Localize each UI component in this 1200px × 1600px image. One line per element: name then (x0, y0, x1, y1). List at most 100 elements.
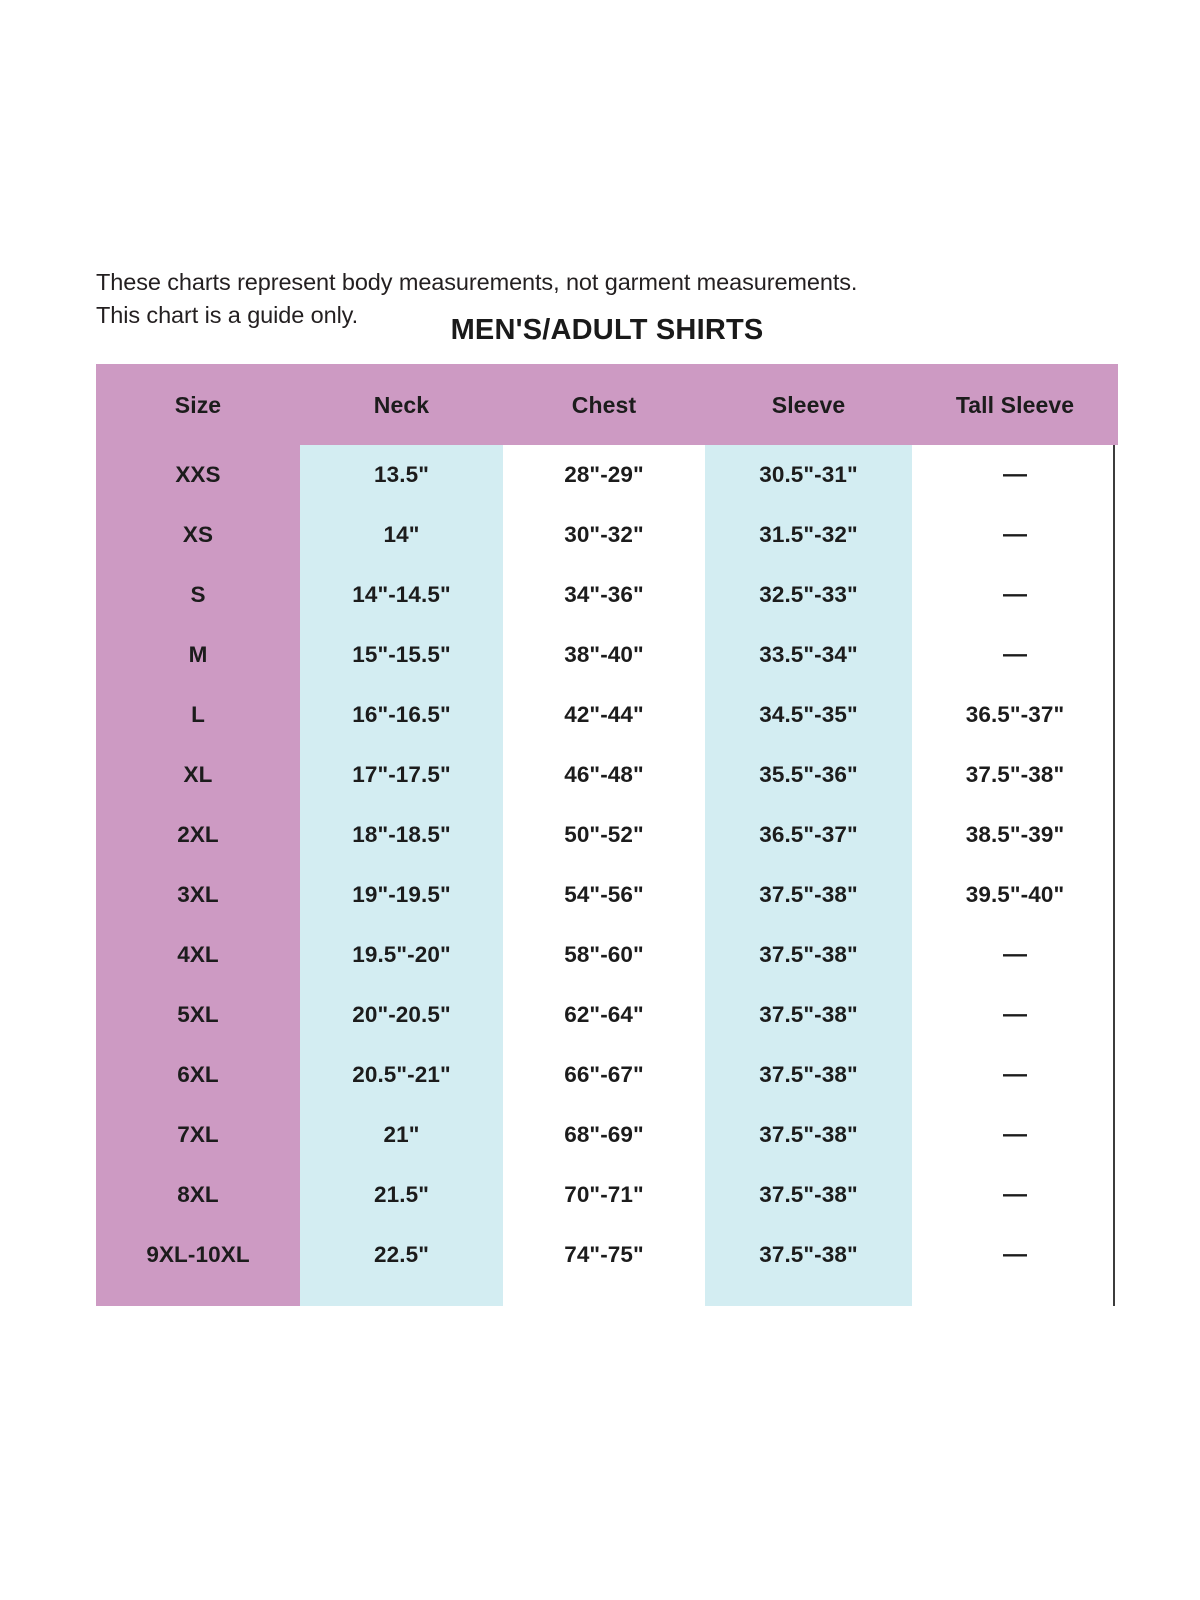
cell-tall-sleeve: — (1002, 1181, 1028, 1208)
cell-size: 4XL (177, 942, 219, 967)
cell-chest: 38"-40" (564, 642, 644, 667)
table-row: 5XL 20"-20.5" 62"-64" 37.5"-38" — (96, 985, 1118, 1045)
column-header-tall-sleeve: Tall Sleeve (955, 392, 1075, 418)
cell-chest: 30"-32" (564, 522, 644, 547)
cell-sleeve: 33.5"-34" (759, 642, 858, 667)
cell-chest: 50"-52" (564, 822, 644, 847)
table-row: XS 14" 30"-32" 31.5"-32" — (96, 505, 1118, 565)
table-row: L 16"-16.5" 42"-44" 34.5"-35" 36.5"-37" (96, 685, 1118, 745)
cell-sleeve: 30.5"-31" (759, 462, 858, 487)
cell-chest: 74"-75" (564, 1242, 644, 1267)
cell-size: 7XL (177, 1122, 219, 1147)
cell-tall-sleeve: — (1002, 1001, 1028, 1028)
cell-neck: 21.5" (374, 1182, 429, 1207)
table-row: S 14"-14.5" 34"-36" 32.5"-33" — (96, 565, 1118, 625)
cell-neck: 14"-14.5" (352, 582, 451, 607)
cell-neck: 20"-20.5" (352, 1002, 451, 1027)
cell-tall-sleeve: — (1002, 1061, 1028, 1088)
cell-sleeve: 37.5"-38" (759, 1242, 858, 1267)
table-row: 7XL 21" 68"-69" 37.5"-38" — (96, 1105, 1118, 1165)
size-chart-table: Size Neck Chest Sleeve Tall Sleeve XXS 13.5" 28… (96, 364, 1118, 1306)
cell-neck: 13.5" (374, 462, 429, 487)
cell-sleeve: 31.5"-32" (759, 522, 858, 547)
sleeve-column-band (705, 445, 912, 1306)
cell-size: 3XL (177, 882, 219, 907)
cell-tall-sleeve: — (1002, 1121, 1028, 1148)
cell-neck: 16"-16.5" (352, 702, 451, 727)
table-row: XXS 13.5" 28"-29" 30.5"-31" — (96, 445, 1118, 505)
cell-neck: 19"-19.5" (352, 882, 451, 907)
cell-tall-sleeve: 36.5"-37" (965, 702, 1065, 727)
cell-chest: 62"-64" (564, 1002, 644, 1027)
cell-size: 8XL (177, 1182, 219, 1207)
note-line-2: This chart is a guide only. (96, 302, 359, 328)
cell-sleeve: 35.5"-36" (759, 762, 858, 787)
table-row: 6XL 20.5"-21" 66"-67" 37.5"-38" — (96, 1045, 1118, 1105)
measurement-note: These charts represent body measurements… (96, 266, 996, 332)
table-header-row: Size Neck Chest Sleeve Tall Sleeve (96, 364, 1118, 445)
cell-tall-sleeve: — (1002, 521, 1028, 548)
cell-sleeve: 37.5"-38" (759, 1122, 858, 1147)
cell-sleeve: 37.5"-38" (759, 1182, 858, 1207)
cell-sleeve: 37.5"-38" (759, 1062, 858, 1087)
cell-sleeve: 37.5"-38" (759, 882, 858, 907)
column-header-size: Size (174, 392, 222, 418)
cell-sleeve: 32.5"-33" (759, 582, 858, 607)
table-grid: Size Neck Chest Sleeve Tall Sleeve XXS 13.5" 28… (96, 364, 1118, 1285)
table-row: M 15"-15.5" 38"-40" 33.5"-34" — (96, 625, 1118, 685)
cell-neck: 22.5" (374, 1242, 429, 1267)
cell-tall-sleeve: 37.5"-38" (965, 762, 1065, 787)
cell-neck: 17"-17.5" (352, 762, 451, 787)
cell-chest: 28"-29" (564, 462, 644, 487)
cell-size: XXS (175, 462, 221, 487)
cell-sleeve: 37.5"-38" (759, 942, 858, 967)
cell-neck: 18"-18.5" (352, 822, 451, 847)
table-row: 3XL 19"-19.5" 54"-56" 37.5"-38" 39.5"-40" (96, 865, 1118, 925)
neck-column-band (300, 445, 503, 1306)
cell-sleeve: 37.5"-38" (759, 1002, 858, 1027)
cell-size: 9XL-10XL (146, 1242, 250, 1267)
cell-size: 5XL (177, 1002, 219, 1027)
cell-size: XL (183, 762, 213, 787)
cell-neck: 19.5"-20" (352, 942, 451, 967)
column-header-sleeve: Sleeve (771, 392, 846, 418)
cell-neck: 20.5"-21" (352, 1062, 451, 1087)
cell-size: S (190, 582, 206, 607)
chart-title: MEN'S/ADULT SHIRTS (450, 314, 764, 346)
size-column-band (96, 445, 300, 1306)
table-right-rule (1113, 445, 1115, 1306)
cell-sleeve: 34.5"-35" (759, 702, 858, 727)
cell-chest: 68"-69" (564, 1122, 644, 1147)
cell-tall-sleeve: — (1002, 941, 1028, 968)
cell-chest: 54"-56" (564, 882, 644, 907)
cell-tall-sleeve: 38.5"-39" (965, 822, 1065, 847)
cell-size: M (188, 642, 208, 667)
cell-neck: 15"-15.5" (352, 642, 451, 667)
cell-size: 6XL (177, 1062, 219, 1087)
cell-chest: 34"-36" (564, 582, 644, 607)
cell-size: XS (182, 522, 214, 547)
cell-chest: 46"-48" (564, 762, 644, 787)
column-header-neck: Neck (373, 392, 430, 418)
cell-size: 2XL (177, 822, 219, 847)
table-row: 8XL 21.5" 70"-71" 37.5"-38" — (96, 1165, 1118, 1225)
cell-size: L (191, 702, 205, 727)
cell-chest: 42"-44" (564, 702, 644, 727)
header-band (96, 364, 1118, 445)
cell-neck: 21" (383, 1122, 420, 1147)
cell-tall-sleeve: — (1002, 641, 1028, 668)
table-row: 2XL 18"-18.5" 50"-52" 36.5"-37" 38.5"-39" (96, 805, 1118, 865)
note-line-1: These charts represent body measurements… (96, 269, 858, 295)
cell-chest: 66"-67" (564, 1062, 644, 1087)
cell-tall-sleeve: — (1002, 1241, 1028, 1268)
cell-neck: 14" (383, 522, 420, 547)
cell-sleeve: 36.5"-37" (759, 822, 858, 847)
table-row: 9XL-10XL 22.5" 74"-75" 37.5"-38" — (96, 1225, 1118, 1285)
column-header-chest: Chest (571, 392, 637, 418)
cell-tall-sleeve: — (1002, 461, 1028, 488)
cell-chest: 70"-71" (564, 1182, 644, 1207)
cell-tall-sleeve: 39.5"-40" (965, 882, 1065, 907)
table-row: 4XL 19.5"-20" 58"-60" 37.5"-38" — (96, 925, 1118, 985)
cell-chest: 58"-60" (564, 942, 644, 967)
